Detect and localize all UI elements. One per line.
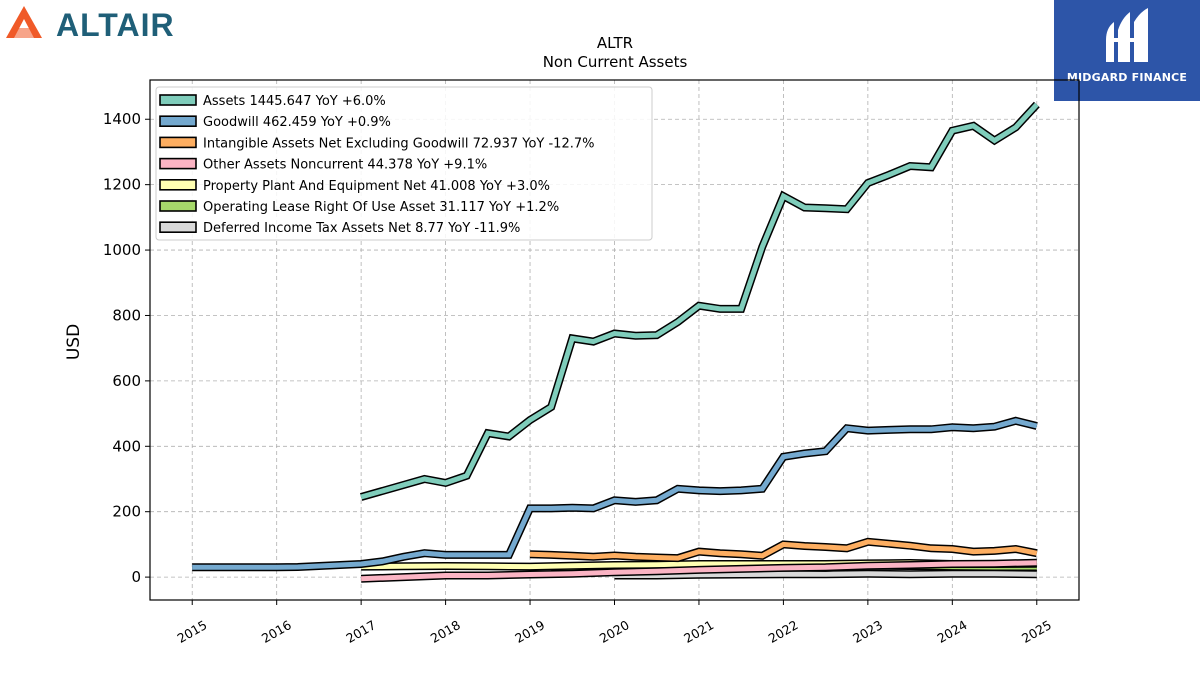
y-tick-label: 1200 — [103, 176, 141, 194]
y-tick-label: 600 — [112, 372, 141, 390]
series-line-stroke — [529, 539, 1038, 561]
legend-swatch — [159, 221, 197, 233]
altair-triangle-icon — [6, 6, 42, 38]
legend-label: Property Plant And Equipment Net 41.008 … — [203, 179, 550, 194]
series-line-stroke — [614, 571, 1037, 578]
x-tick-label: 2019 — [512, 617, 547, 646]
legend-label: Assets 1445.647 YoY +6.0% — [203, 94, 386, 109]
plot-frame — [149, 79, 1080, 601]
series-line — [192, 416, 1038, 572]
legend-label: Goodwill 462.459 YoY +0.9% — [203, 115, 391, 130]
series-line — [360, 558, 1037, 583]
legend-swatch — [159, 200, 197, 212]
y-tick-label: 400 — [112, 437, 141, 455]
midgard-logo-text: MIDGARD FINANCE — [1066, 71, 1188, 84]
x-tick-label: 2022 — [766, 617, 801, 646]
legend-swatch — [159, 179, 197, 191]
x-tick-label: 2023 — [850, 617, 885, 646]
legend-label: Other Assets Noncurrent 44.378 YoY +9.1% — [203, 158, 487, 173]
legend-label: Deferred Income Tax Assets Net 8.77 YoY … — [203, 221, 520, 236]
y-tick-labels: 0 200 400 600 800 1000 1200 1400 — [103, 110, 150, 586]
series-line — [360, 101, 1040, 501]
y-tick-label: 1000 — [103, 241, 141, 259]
series-line-stroke — [360, 102, 1039, 500]
x-tick-labels: 2015 2016 2017 2018 2019 2020 2021 2022 2023 2024… — [174, 600, 1054, 646]
legend-swatch — [159, 136, 197, 149]
altair-triangle-inner — [12, 28, 36, 38]
y-tick-label: 0 — [131, 568, 141, 586]
legend-items: Assets 1445.647 YoY +6.0% Goodwill 462.45… — [159, 94, 594, 236]
series-line-stroke — [361, 560, 1037, 582]
series-line — [529, 537, 1038, 563]
plot-area — [192, 101, 1040, 583]
legend-swatch — [159, 115, 197, 127]
x-tick-label: 2025 — [1019, 617, 1054, 646]
chart-subtitle: Non Current Assets — [543, 53, 688, 71]
altair-logo-text: ALTAIR — [56, 7, 175, 43]
x-tick-label: 2017 — [343, 617, 378, 646]
y-tick-label: 200 — [112, 503, 141, 521]
chart-title: ALTR — [597, 34, 633, 52]
series-line-stroke — [192, 418, 1038, 570]
y-axis-label: USD — [64, 324, 84, 360]
y-tick-label: 1400 — [103, 110, 141, 128]
legend-label: Intangible Assets Net Excluding Goodwill… — [203, 136, 594, 151]
legend-box — [155, 86, 653, 241]
legend-swatch — [159, 94, 197, 106]
legend-label: Operating Lease Right Of Use Asset 31.11… — [203, 200, 559, 215]
x-tick-label: 2018 — [428, 617, 463, 646]
x-tick-label: 2024 — [935, 617, 970, 646]
legend-swatch — [159, 157, 197, 170]
midgard-emblem-icon — [1106, 8, 1148, 62]
x-tick-label: 2015 — [174, 617, 209, 646]
altair-logo: ALTAIR — [6, 6, 175, 43]
x-tick-label: 2016 — [259, 617, 294, 646]
y-tick-label: 800 — [112, 306, 141, 324]
midgard-finance-logo: MIDGARD FINANCE — [1054, 0, 1200, 101]
series-line — [614, 569, 1037, 580]
x-tick-label: 2021 — [681, 617, 716, 646]
x-tick-label: 2020 — [597, 617, 632, 646]
legend: Assets 1445.647 YoY +6.0% Goodwill 462.45… — [155, 86, 653, 241]
series-layer — [192, 101, 1040, 583]
